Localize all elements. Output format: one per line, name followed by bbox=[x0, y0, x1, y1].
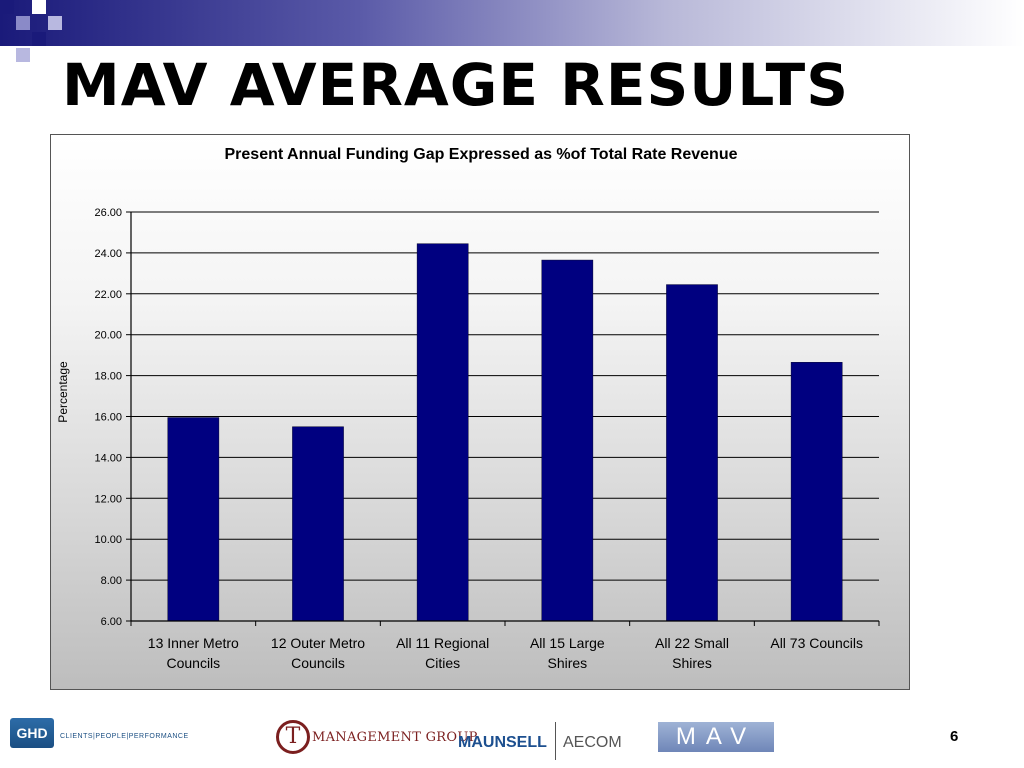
y-tick-label: 22.00 bbox=[94, 289, 122, 301]
y-tick-label: 16.00 bbox=[94, 412, 122, 424]
chart-title: Present Annual Funding Gap Expressed as … bbox=[225, 146, 738, 163]
page-number: 6 bbox=[950, 728, 959, 745]
bar bbox=[666, 284, 718, 622]
bar bbox=[167, 417, 220, 622]
x-tick-label: All 22 Small Shires bbox=[655, 635, 729, 671]
footer-logos: GHD CLIENTS|PEOPLE|PERFORMANCE T MANAGEM… bbox=[0, 700, 1024, 768]
title-banner bbox=[0, 0, 1024, 46]
y-tick-label: 20.00 bbox=[94, 330, 122, 342]
x-tick-label: 13 Inner Metro Councils bbox=[148, 635, 239, 671]
x-tick-label: All 15 Large Shires bbox=[530, 635, 605, 671]
y-tick-label: 10.00 bbox=[94, 534, 122, 546]
bar-chart: Present Annual Funding Gap Expressed as … bbox=[56, 146, 880, 671]
aecom-logo: AECOM bbox=[563, 734, 622, 751]
chart-frame: Present Annual Funding Gap Expressed as … bbox=[50, 134, 910, 690]
bar bbox=[541, 259, 594, 622]
ct-management-group-logo: MANAGEMENT GROUP bbox=[312, 730, 478, 745]
y-tick-label: 18.00 bbox=[94, 371, 122, 383]
ct-logo-icon: T bbox=[276, 720, 310, 754]
ghd-tagline: CLIENTS|PEOPLE|PERFORMANCE bbox=[60, 733, 189, 740]
ghd-logo: GHD bbox=[10, 718, 54, 748]
y-tick-label: 14.00 bbox=[94, 452, 122, 464]
slide-title: MAV AVERAGE RESULTS bbox=[62, 51, 850, 119]
x-tick-label: All 73 Councils bbox=[770, 635, 863, 651]
y-tick-label: 12.00 bbox=[94, 493, 122, 505]
maunsell-logo: MAUNSELL bbox=[458, 734, 547, 751]
bar bbox=[790, 362, 843, 622]
y-tick-label: 26.00 bbox=[94, 207, 122, 219]
bar bbox=[416, 243, 469, 622]
y-tick-label: 6.00 bbox=[101, 616, 122, 628]
y-axis-label: Percentage bbox=[56, 361, 70, 423]
bar bbox=[292, 426, 344, 622]
y-tick-label: 8.00 bbox=[101, 575, 122, 587]
logo-divider bbox=[555, 722, 556, 760]
y-tick-label: 24.00 bbox=[94, 248, 122, 260]
x-tick-label: 12 Outer Metro Councils bbox=[271, 635, 365, 671]
mav-logo: MAV bbox=[658, 722, 774, 752]
corner-decoration bbox=[0, 0, 80, 64]
x-tick-label: All 11 Regional Cities bbox=[396, 635, 489, 671]
